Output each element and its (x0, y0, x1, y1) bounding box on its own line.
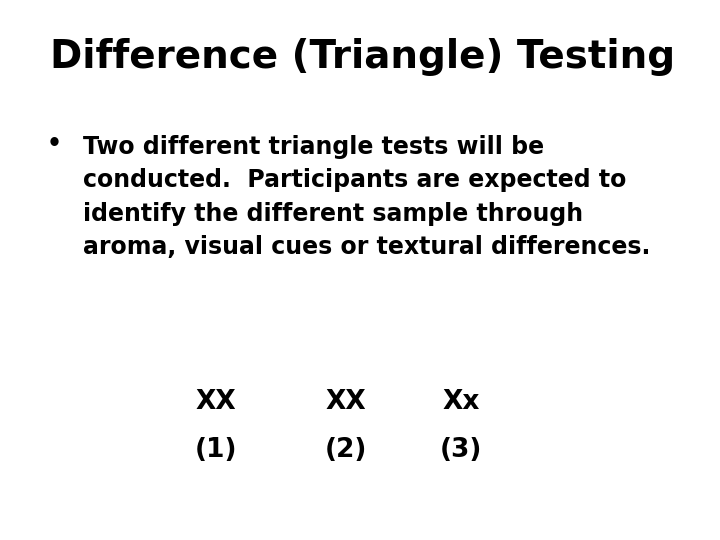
Text: Difference (Triangle) Testing: Difference (Triangle) Testing (50, 38, 675, 76)
Text: •: • (47, 132, 62, 156)
Text: (1): (1) (194, 437, 238, 463)
Text: XX: XX (196, 389, 236, 415)
Text: Xx: Xx (442, 389, 480, 415)
Text: (2): (2) (325, 437, 366, 463)
Text: Two different triangle tests will be
conducted.  Participants are expected to
id: Two different triangle tests will be con… (83, 135, 650, 260)
Text: XX: XX (325, 389, 366, 415)
Text: (3): (3) (440, 437, 482, 463)
